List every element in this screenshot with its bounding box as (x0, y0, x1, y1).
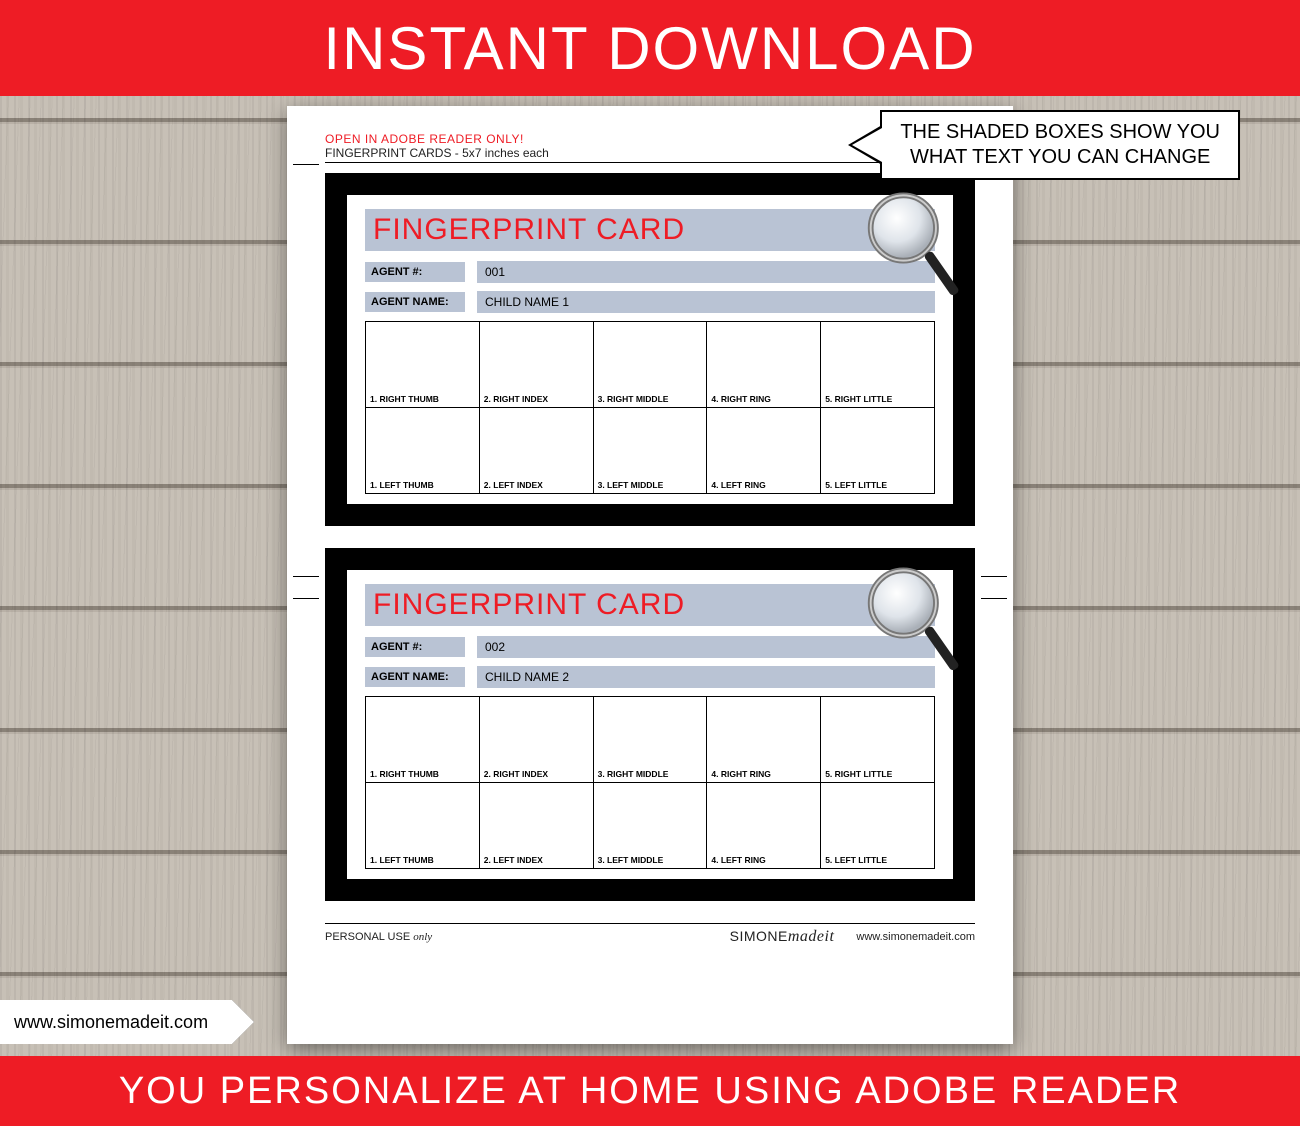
page-footer: PERSONAL USE only SIMONEmadeit www.simon… (325, 923, 975, 946)
crop-mark (293, 164, 319, 165)
url-ribbon-text: www.simonemadeit.com (14, 1012, 208, 1033)
finger-cell: 1. RIGHT THUMB (366, 322, 480, 408)
fingerprint-card: FINGERPRINT CARD AGENT #: 001 AGENT NAME… (325, 173, 975, 526)
card-title: FINGERPRINT CARD (373, 213, 685, 246)
agent-number-label: AGENT #: (365, 262, 465, 282)
agent-number-row: AGENT #: 001 (365, 261, 935, 283)
finger-cell: 5. LEFT LITTLE (821, 408, 935, 494)
finger-cell: 2. LEFT INDEX (479, 783, 593, 869)
finger-cell: 5. RIGHT LITTLE (821, 322, 935, 408)
finger-cell: 3. RIGHT MIDDLE (593, 322, 707, 408)
finger-cell: 4. RIGHT RING (707, 322, 821, 408)
agent-number-label: AGENT #: (365, 637, 465, 657)
footer-brand-b: madeit (788, 928, 835, 945)
card-title-bar: FINGERPRINT CARD (365, 209, 935, 251)
fingerprint-card: FINGERPRINT CARD AGENT #: 002 AGENT NAME… (325, 548, 975, 901)
magnifying-glass-icon (863, 189, 959, 315)
finger-cell: 3. RIGHT MIDDLE (593, 697, 707, 783)
banner-bottom: YOU PERSONALIZE AT HOME USING ADOBE READ… (0, 1056, 1300, 1126)
finger-cell: 3. LEFT MIDDLE (593, 408, 707, 494)
template-page: OPEN IN ADOBE READER ONLY! FINGERPRINT C… (287, 106, 1013, 1044)
footer-brand: SIMONEmadeit (730, 928, 835, 946)
finger-cell: 1. LEFT THUMB (366, 783, 480, 869)
finger-cell: 5. LEFT LITTLE (821, 783, 935, 869)
finger-cell: 4. LEFT RING (707, 408, 821, 494)
finger-cell: 1. LEFT THUMB (366, 408, 480, 494)
finger-cell: 2. LEFT INDEX (479, 408, 593, 494)
agent-number-row: AGENT #: 002 (365, 636, 935, 658)
finger-cell: 4. LEFT RING (707, 783, 821, 869)
crop-mark (981, 598, 1007, 599)
footer-right: SIMONEmadeit www.simonemadeit.com (730, 928, 975, 946)
callout-line1: THE SHADED BOXES SHOW YOU (900, 120, 1220, 145)
footer-text: PERSONAL USE (325, 931, 413, 943)
callout-line2: WHAT TEXT YOU CAN CHANGE (900, 145, 1220, 170)
finger-cell: 5. RIGHT LITTLE (821, 697, 935, 783)
finger-cell: 2. RIGHT INDEX (479, 322, 593, 408)
crop-mark (293, 598, 319, 599)
agent-name-label: AGENT NAME: (365, 292, 465, 312)
card-title: FINGERPRINT CARD (373, 588, 685, 621)
banner-top: INSTANT DOWNLOAD (0, 0, 1300, 96)
footer-brand-a: SIMONE (730, 928, 788, 944)
card-title-bar: FINGERPRINT CARD (365, 584, 935, 626)
fingerprint-grid: 1. RIGHT THUMB 2. RIGHT INDEX 3. RIGHT M… (365, 321, 935, 494)
finger-cell: 3. LEFT MIDDLE (593, 783, 707, 869)
fingerprint-grid: 1. RIGHT THUMB 2. RIGHT INDEX 3. RIGHT M… (365, 696, 935, 869)
finger-cell: 4. RIGHT RING (707, 697, 821, 783)
footer-text: only (413, 931, 432, 943)
finger-cell: 1. RIGHT THUMB (366, 697, 480, 783)
agent-name-row: AGENT NAME: CHILD NAME 2 (365, 666, 935, 688)
finger-cell: 2. RIGHT INDEX (479, 697, 593, 783)
banner-bottom-text: YOU PERSONALIZE AT HOME USING ADOBE READ… (119, 1070, 1181, 1113)
agent-name-label: AGENT NAME: (365, 667, 465, 687)
footer-url: www.simonemadeit.com (856, 931, 975, 943)
agent-name-row: AGENT NAME: CHILD NAME 1 (365, 291, 935, 313)
crop-mark (293, 576, 319, 577)
footer-personal-use: PERSONAL USE only (325, 931, 432, 943)
crop-mark (981, 576, 1007, 577)
banner-top-text: INSTANT DOWNLOAD (323, 14, 976, 83)
callout-bubble: THE SHADED BOXES SHOW YOU WHAT TEXT YOU … (880, 110, 1240, 180)
url-ribbon: www.simonemadeit.com (0, 1000, 232, 1044)
magnifying-glass-icon (863, 564, 959, 690)
